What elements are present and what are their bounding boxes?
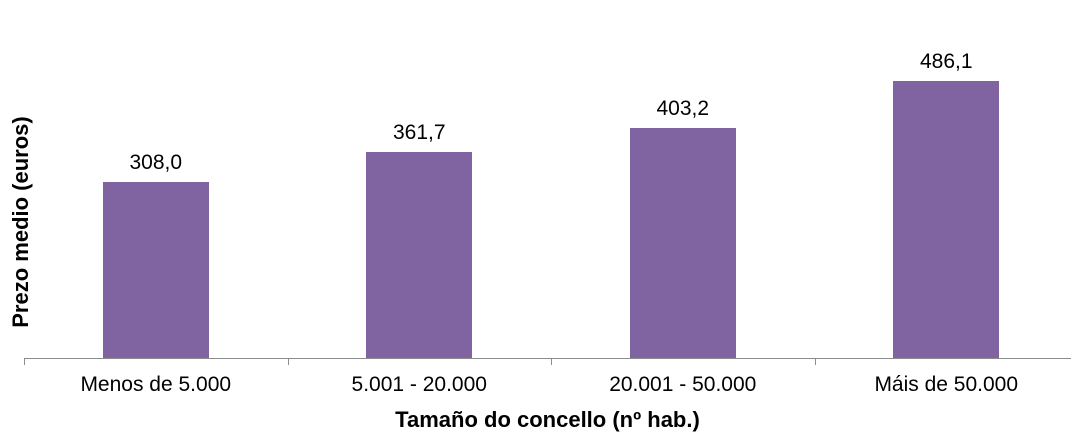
bar	[893, 81, 1000, 358]
axis-tick	[814, 358, 816, 365]
bar	[629, 128, 736, 358]
axis-tick	[24, 358, 25, 365]
bar	[366, 152, 473, 358]
x-axis-category-label: 20.001 - 50.000	[609, 373, 757, 396]
bar-value-label: 486,1	[919, 50, 973, 73]
bar-value-label: 308,0	[129, 151, 183, 174]
x-axis-category-label: 5.001 - 20.000	[351, 373, 487, 396]
x-axis-labels: Menos de 5.000 5.001 - 20.000 20.001 - 50.…	[24, 373, 1071, 397]
axis-tick	[287, 358, 289, 365]
x-axis-category-label: Menos de 5.000	[80, 373, 232, 396]
x-axis-category-label: Máis de 50.000	[874, 373, 1019, 396]
axis-tick	[551, 358, 552, 365]
x-axis-title: Tamaño do concello (nº hab.)	[395, 407, 700, 432]
bar-value-label: 361,7	[392, 121, 446, 144]
bar	[102, 182, 209, 358]
plot-area: 308,0 361,7 403,2 486,1	[24, 0, 1071, 365]
bar-value-label: 403,2	[656, 97, 710, 120]
